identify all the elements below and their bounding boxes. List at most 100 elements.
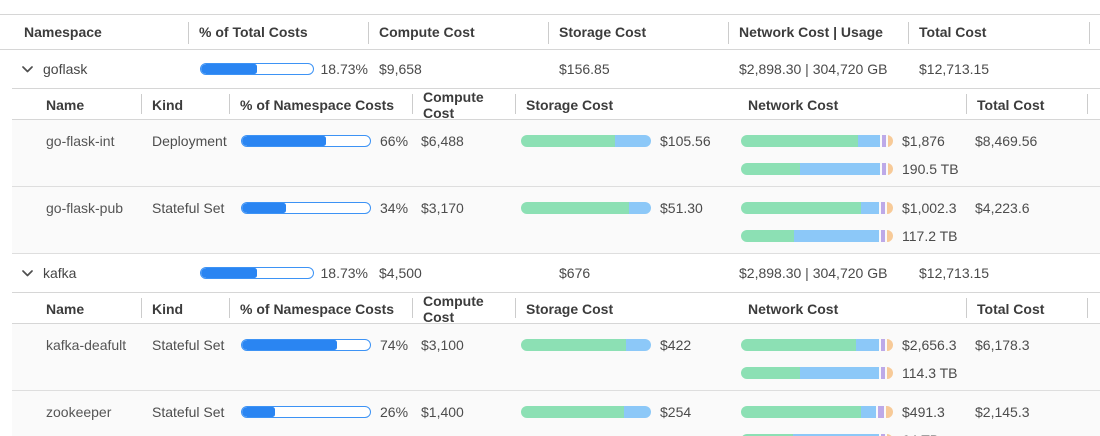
col-kind: Kind [141, 293, 229, 325]
namespace-name: goflask [43, 61, 88, 77]
namespace-total-cost: $12,713.15 [919, 265, 990, 281]
pct-namespace-costs-bar [241, 202, 371, 214]
workload-compute-cost: $6,488 [421, 133, 464, 149]
storage-cost-value: $422 [660, 337, 692, 353]
pct-total-costs-value: 18.73% [320, 61, 368, 77]
workload-rows: kafka-deafult Stateful Set 74% $3,100 $4… [12, 324, 1100, 436]
col-wl-total-cost: Total Cost [966, 293, 1100, 325]
col-network-cost-usage: Network Cost | Usage [728, 15, 908, 49]
namespace-storage-cost: $156.85 [559, 61, 610, 77]
network-usage-bar [741, 367, 893, 379]
workload-compute-cost: $1,400 [421, 404, 464, 420]
chevron-down-icon[interactable] [22, 269, 33, 277]
workload-row: zookeeper Stateful Set 26% $1,400 $254 $… [12, 391, 1100, 436]
col-pct-namespace-costs: % of Namespace Costs [229, 89, 412, 121]
workload-total-cost: $2,145.3 [975, 404, 1030, 420]
col-name: Name [46, 301, 85, 317]
workload-total-cost: $4,223.6 [975, 200, 1030, 216]
col-wl-compute-cost: Compute Cost [412, 89, 515, 121]
pct-total-costs-value: 18.73% [320, 265, 368, 281]
namespace-compute-cost: $4,500 [379, 265, 422, 281]
col-namespace: Namespace [24, 24, 102, 40]
namespace-name: kafka [43, 265, 77, 281]
storage-cost-bar [521, 339, 651, 351]
col-wl-storage-cost: Storage Cost [515, 293, 737, 325]
namespace-section: kafka 18.73% $4,500 $676 $2,898.30 | 304… [0, 254, 1100, 436]
storage-cost-bar [521, 135, 651, 147]
col-wl-network-cost: Network Cost [748, 97, 839, 113]
namespace-network-cost-usage: $2,898.30 | 304,720 GB [739, 265, 888, 281]
workload-rows: go-flask-int Deployment 66% $6,488 $105.… [12, 120, 1100, 254]
workload-table: Name Kind % of Namespace Costs Compute C… [12, 88, 1100, 254]
workload-compute-cost: $3,100 [421, 337, 464, 353]
storage-cost-bar [521, 406, 651, 418]
col-kind: Kind [141, 89, 229, 121]
col-storage-cost: Storage Cost [548, 15, 728, 49]
pct-namespace-costs-value: 26% [380, 404, 409, 420]
network-cost-value: $1,002.3 [902, 200, 957, 216]
network-cost-bar [741, 406, 893, 418]
storage-cost-value: $105.56 [660, 133, 711, 149]
col-wl-storage-cost: Storage Cost [515, 89, 737, 121]
workload-row: go-flask-pub Stateful Set 34% $3,170 $51… [12, 187, 1100, 254]
pct-namespace-costs-value: 74% [380, 337, 409, 353]
namespace-table-header: Namespace % of Total Costs Compute Cost … [0, 14, 1100, 50]
col-wl-total-cost: Total Cost [966, 89, 1100, 121]
network-cost-bar [741, 202, 893, 214]
network-usage-value: 64 TB [902, 432, 939, 436]
workload-name: go-flask-int [46, 133, 115, 149]
chevron-down-icon[interactable] [22, 65, 33, 73]
namespace-section: goflask 18.73% $9,658 $156.85 $2,898.30 … [0, 50, 1100, 254]
workload-kind: Deployment [152, 133, 227, 149]
namespace-storage-cost: $676 [559, 265, 591, 281]
workload-name: go-flask-pub [46, 200, 124, 216]
pct-total-costs-bar [200, 267, 314, 279]
workload-name: kafka-deafult [46, 337, 127, 353]
network-cost-bar [741, 135, 893, 147]
workload-row: go-flask-int Deployment 66% $6,488 $105.… [12, 120, 1100, 187]
workload-kind: Stateful Set [152, 404, 225, 420]
col-name: Name [46, 97, 85, 113]
network-cost-bar [741, 339, 893, 351]
network-usage-bar [741, 434, 893, 436]
pct-total-costs-bar [200, 63, 314, 75]
network-cost-value: $491.3 [902, 404, 945, 420]
network-cost-value: $1,876 [902, 133, 945, 149]
workload-total-cost: $8,469.56 [975, 133, 1038, 149]
pct-namespace-costs-bar [241, 135, 371, 147]
namespace-sections: goflask 18.73% $9,658 $156.85 $2,898.30 … [0, 50, 1100, 436]
pct-namespace-costs-value: 66% [380, 133, 409, 149]
workload-kind: Stateful Set [152, 337, 225, 353]
network-cost-value: $2,656.3 [902, 337, 957, 353]
col-pct-total-costs: % of Total Costs [188, 15, 368, 49]
workload-table-header: Name Kind % of Namespace Costs Compute C… [12, 292, 1100, 325]
namespace-network-cost-usage: $2,898.30 | 304,720 GB [739, 61, 888, 77]
col-compute-cost: Compute Cost [368, 15, 548, 49]
network-usage-value: 117.2 TB [902, 228, 958, 244]
storage-cost-value: $51.30 [660, 200, 703, 216]
workload-table-header: Name Kind % of Namespace Costs Compute C… [12, 88, 1100, 121]
network-usage-bar [741, 230, 893, 242]
network-usage-value: 114.3 TB [902, 365, 958, 381]
col-total-cost: Total Cost [908, 15, 1100, 49]
pct-namespace-costs-value: 34% [380, 200, 409, 216]
workload-table: Name Kind % of Namespace Costs Compute C… [12, 292, 1100, 436]
col-pct-namespace-costs: % of Namespace Costs [229, 293, 412, 325]
storage-cost-value: $254 [660, 404, 692, 420]
workload-kind: Stateful Set [152, 200, 225, 216]
col-wl-compute-cost: Compute Cost [412, 293, 515, 325]
col-wl-network-cost: Network Cost [748, 301, 839, 317]
namespace-compute-cost: $9,658 [379, 61, 422, 77]
pct-namespace-costs-bar [241, 406, 371, 418]
namespace-total-cost: $12,713.15 [919, 61, 990, 77]
workload-row: kafka-deafult Stateful Set 74% $3,100 $4… [12, 324, 1100, 391]
storage-cost-bar [521, 202, 651, 214]
namespace-row[interactable]: goflask 18.73% $9,658 $156.85 $2,898.30 … [0, 50, 1100, 88]
workload-name: zookeeper [46, 404, 112, 420]
network-usage-bar [741, 163, 893, 175]
workload-compute-cost: $3,170 [421, 200, 464, 216]
workload-total-cost: $6,178.3 [975, 337, 1030, 353]
network-usage-value: 190.5 TB [902, 161, 959, 177]
namespace-row[interactable]: kafka 18.73% $4,500 $676 $2,898.30 | 304… [0, 254, 1100, 292]
